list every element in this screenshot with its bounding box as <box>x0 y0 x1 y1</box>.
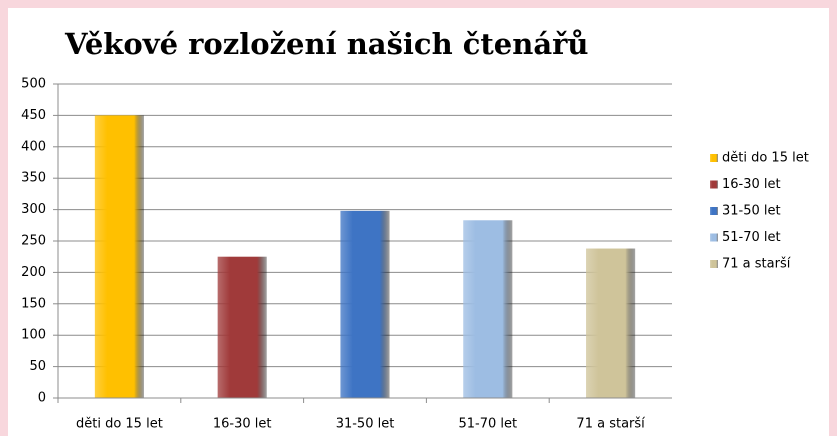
y-tick-label: 300 <box>21 202 46 217</box>
y-tick-label: 100 <box>21 328 46 343</box>
legend-swatch <box>710 260 718 268</box>
legend-label: 51-70 let <box>722 230 781 245</box>
y-tick-label: 150 <box>21 296 46 311</box>
legend-swatch <box>710 154 718 162</box>
legend-label: 31-50 let <box>722 204 781 219</box>
x-tick-label: 51-70 let <box>458 417 517 432</box>
legend-swatch <box>710 207 718 215</box>
x-tick-label: 31-50 let <box>336 417 395 432</box>
y-tick-label: 450 <box>21 108 46 123</box>
legend-label: děti do 15 let <box>722 151 809 166</box>
bar <box>463 220 513 398</box>
x-tick-label: 16-30 let <box>213 417 272 432</box>
y-tick-label: 50 <box>29 359 46 374</box>
bar <box>586 248 636 398</box>
y-tick-label: 250 <box>21 234 46 249</box>
y-tick-label: 350 <box>21 171 46 186</box>
bar <box>217 256 267 398</box>
x-tick-label: 71 a starší <box>576 417 645 432</box>
bar <box>94 115 144 399</box>
y-tick-label: 500 <box>21 77 46 92</box>
legend-label: 16-30 let <box>722 177 781 192</box>
y-tick-label: 0 <box>38 391 46 406</box>
legend-swatch <box>710 233 718 242</box>
x-tick-label: děti do 15 let <box>76 417 163 432</box>
legend-swatch <box>710 180 718 189</box>
bar <box>340 210 390 398</box>
chart-title: Věkové rozložení našich čtenářů <box>64 27 589 61</box>
legend-label: 71 a starší <box>722 257 791 272</box>
y-tick-label: 200 <box>21 265 46 280</box>
y-tick-label: 400 <box>21 139 46 154</box>
chart-area <box>8 8 829 436</box>
